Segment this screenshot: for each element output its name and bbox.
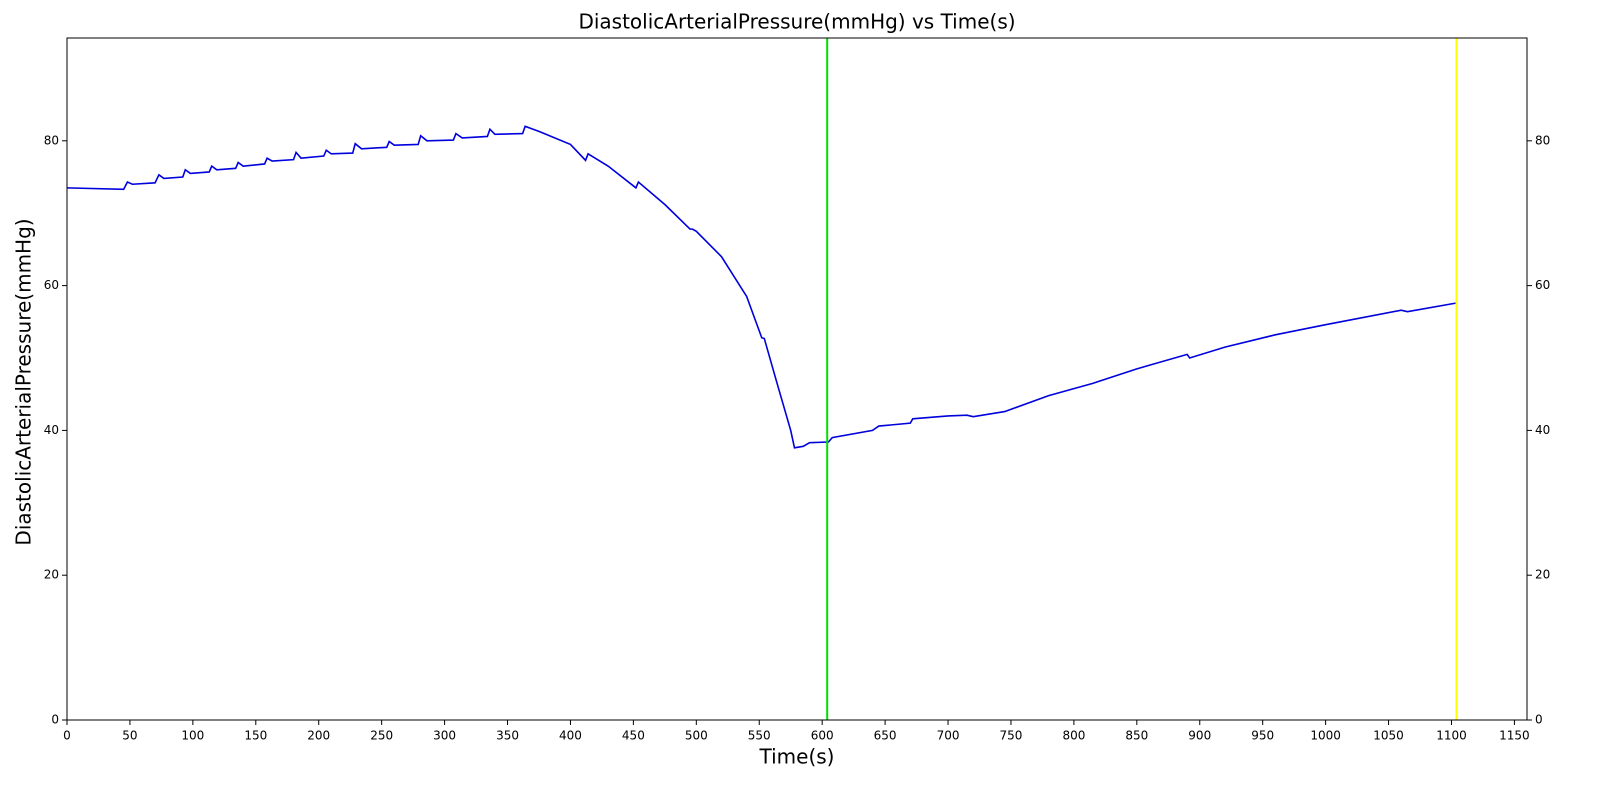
x-tick-label: 100 [181, 729, 204, 743]
x-tick-label: 800 [1062, 729, 1085, 743]
x-tick-label: 750 [1000, 729, 1023, 743]
chart-title: DiastolicArterialPressure(mmHg) vs Time(… [578, 10, 1015, 34]
x-tick-label: 1100 [1436, 729, 1467, 743]
x-tick-label: 150 [244, 729, 267, 743]
x-tick-label: 200 [307, 729, 330, 743]
y-tick-label: 80 [44, 133, 59, 147]
plot-frame [66, 37, 1528, 721]
x-tick-label: 600 [811, 729, 834, 743]
x-tick-label: 1050 [1373, 729, 1404, 743]
x-tick-label: 450 [622, 729, 645, 743]
x-tick-label: 950 [1251, 729, 1274, 743]
x-tick-label: 50 [122, 729, 137, 743]
x-tick-label: 1150 [1499, 729, 1530, 743]
x-tick-label: 300 [433, 729, 456, 743]
y-tick-label: 0 [51, 713, 59, 727]
x-tick-label: 0 [63, 729, 71, 743]
x-tick-label: 250 [370, 729, 393, 743]
y-tick-label: 60 [44, 278, 59, 292]
x-tick-label: 1000 [1310, 729, 1341, 743]
x-tick-label: 400 [559, 729, 582, 743]
data-line [66, 125, 1457, 449]
y-tick-label: 40 [44, 423, 59, 437]
y2-tick-label: 60 [1535, 278, 1550, 292]
x-tick-label: 350 [496, 729, 519, 743]
x-tick-label: 650 [874, 729, 897, 743]
x-tick-label: 500 [685, 729, 708, 743]
x-tick-label: 900 [1188, 729, 1211, 743]
y2-tick-label: 40 [1535, 423, 1550, 437]
y-axis-label: DiastolicArterialPressure(mmHg) [12, 218, 36, 545]
y2-tick-label: 20 [1535, 568, 1550, 582]
x-axis-label: Time(s) [759, 745, 835, 769]
x-tick-label: 700 [937, 729, 960, 743]
y2-tick-label: 80 [1535, 133, 1550, 147]
y2-tick-label: 0 [1535, 713, 1543, 727]
x-tick-label: 850 [1125, 729, 1148, 743]
x-tick-label: 550 [748, 729, 771, 743]
y-tick-label: 20 [44, 568, 59, 582]
